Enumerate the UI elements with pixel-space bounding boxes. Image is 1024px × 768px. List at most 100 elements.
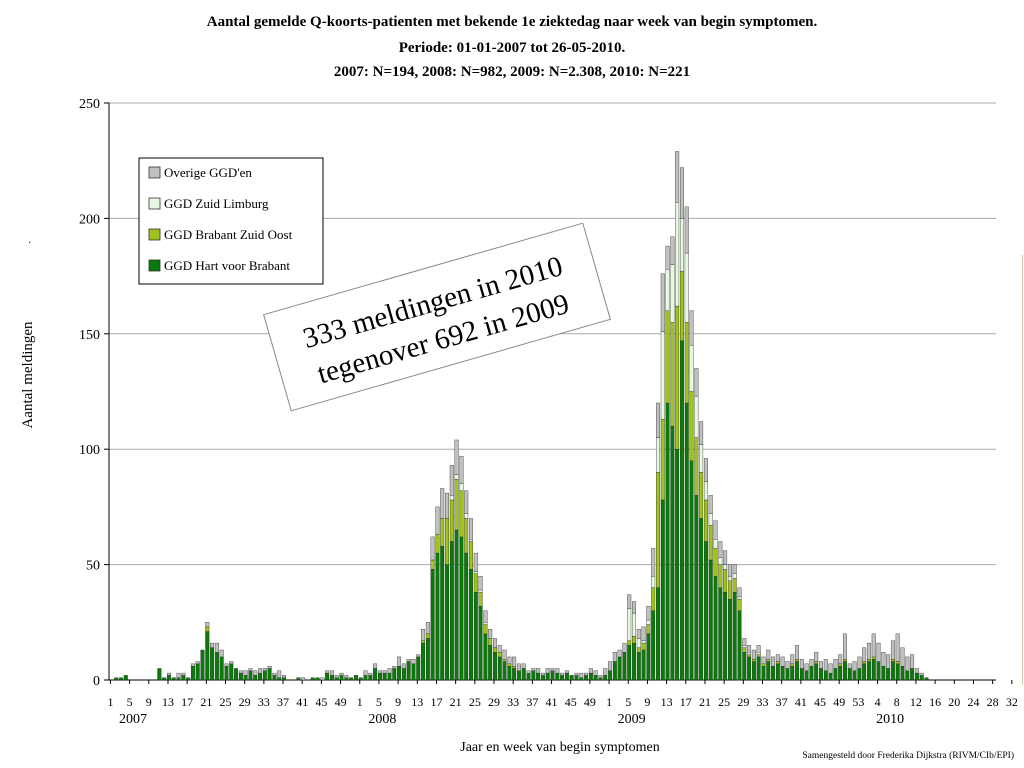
bar-brabant-zuid-oost	[665, 310, 670, 404]
bar-overige	[742, 638, 747, 646]
bar-brabant-zuid-oost	[679, 271, 684, 341]
bar-hart-voor-brabant	[234, 668, 239, 681]
bar-brabant-zuid-oost	[651, 587, 656, 611]
bar-overige	[392, 665, 397, 669]
bar-brabant-zuid-oost	[473, 573, 478, 593]
bar-hart-voor-brabant	[406, 661, 411, 681]
bar-overige	[272, 672, 277, 676]
bar-overige	[531, 668, 536, 671]
bar-overige	[329, 670, 334, 676]
legend-box	[138, 157, 324, 285]
x-tick-label: 41	[795, 695, 807, 709]
x-tick-label: 37	[776, 695, 788, 709]
bar-brabant-zuid-oost	[492, 647, 497, 653]
legend-label: GGD Brabant Zuid Oost	[164, 227, 293, 242]
x-tick-label: 41	[546, 695, 558, 709]
bar-hart-voor-brabant	[713, 575, 718, 681]
bar-hart-voor-brabant	[344, 677, 349, 681]
x-tick-label: 37	[526, 695, 538, 709]
bar-hart-voor-brabant	[694, 495, 699, 681]
x-axis-title: Jaar en week van begin symptomen	[460, 740, 659, 755]
bar-hart-voor-brabant	[425, 638, 430, 681]
year-label: 2009	[618, 712, 646, 727]
bar-overige	[224, 663, 229, 667]
bar-zuid-limburg	[703, 481, 708, 501]
bar-overige	[526, 670, 531, 674]
bar-brabant-zuid-oost	[469, 541, 473, 570]
bar-overige	[320, 677, 325, 681]
bar-brabant-zuid-oost	[871, 656, 876, 660]
bar-hart-voor-brabant	[771, 665, 776, 681]
bar-hart-voor-brabant	[512, 668, 517, 681]
bar-zuid-limburg	[723, 564, 728, 570]
y-axis-title: Aantal meldingen	[20, 321, 36, 429]
x-tick-label: 53	[852, 695, 864, 709]
bar-overige	[579, 672, 584, 678]
bar-overige	[339, 672, 344, 676]
bar-overige	[703, 458, 708, 482]
bar-overige	[660, 273, 665, 332]
bar-overige	[243, 670, 248, 676]
bar-overige	[166, 672, 171, 676]
bar-brabant-zuid-oost	[483, 624, 488, 635]
bar-overige	[258, 668, 263, 674]
bar-zuid-limburg	[737, 596, 742, 600]
bar-hart-voor-brabant	[914, 672, 919, 681]
bar-overige	[377, 670, 382, 674]
bar-overige	[421, 629, 426, 641]
bar-overige	[679, 167, 684, 219]
bar-overige	[708, 495, 713, 514]
y-tick-label: 50	[86, 559, 100, 574]
bar-overige	[881, 652, 886, 667]
bar-hart-voor-brabant	[329, 675, 334, 681]
bar-hart-voor-brabant	[171, 677, 176, 681]
bar-hart-voor-brabant	[373, 668, 378, 681]
bar-brabant-zuid-oost	[747, 654, 752, 658]
bar-hart-voor-brabant	[775, 663, 780, 681]
bar-overige	[449, 465, 454, 496]
bar-hart-voor-brabant	[756, 656, 761, 681]
bar-hart-voor-brabant	[881, 665, 886, 681]
bar-overige	[401, 663, 406, 669]
bar-brabant-zuid-oost	[742, 647, 747, 653]
bar-overige	[406, 659, 411, 662]
chart-period: Periode: 01-01-2007 tot 26-05-2010.	[398, 40, 626, 56]
x-tick-label: 17	[680, 695, 692, 709]
bar-overige	[814, 652, 819, 662]
bar-hart-voor-brabant	[905, 670, 910, 681]
bar-hart-voor-brabant	[555, 672, 560, 681]
bar-overige	[910, 654, 915, 669]
chart-title: Aantal gemelde Q-koorts-patienten met be…	[206, 14, 818, 30]
bar-overige	[900, 647, 905, 667]
bar-hart-voor-brabant	[828, 672, 833, 681]
legend-swatch	[148, 197, 161, 210]
legend-label: GGD Hart voor Brabant	[164, 258, 290, 273]
bar-hart-voor-brabant	[665, 402, 670, 681]
bar-hart-voor-brabant	[449, 541, 454, 681]
bar-brabant-zuid-oost	[862, 661, 867, 665]
bar-hart-voor-brabant	[804, 670, 809, 681]
bar-overige	[656, 402, 660, 438]
x-tick-label: 4	[875, 695, 881, 709]
bar-overige	[277, 670, 282, 678]
bar-brabant-zuid-oost	[713, 548, 718, 577]
bar-zuid-limburg	[689, 345, 694, 392]
bar-overige	[430, 536, 435, 561]
bar-zuid-limburg	[464, 513, 469, 519]
bar-overige	[210, 642, 215, 648]
x-tick-label: 1	[357, 695, 363, 709]
bar-zuid-limburg	[656, 437, 660, 473]
bar-overige	[368, 672, 373, 676]
x-tick-label: 45	[814, 695, 826, 709]
bar-hart-voor-brabant	[910, 668, 915, 681]
legend-swatch	[148, 166, 161, 179]
bar-hart-voor-brabant	[469, 569, 473, 681]
bar-hart-voor-brabant	[646, 633, 651, 681]
bar-hart-voor-brabant	[656, 587, 660, 681]
bar-overige	[833, 659, 838, 669]
bar-overige	[512, 656, 517, 667]
bar-overige	[847, 663, 852, 669]
bar-overige	[492, 638, 497, 648]
bar-hart-voor-brabant	[445, 564, 449, 681]
bar-brabant-zuid-oost	[727, 580, 732, 600]
